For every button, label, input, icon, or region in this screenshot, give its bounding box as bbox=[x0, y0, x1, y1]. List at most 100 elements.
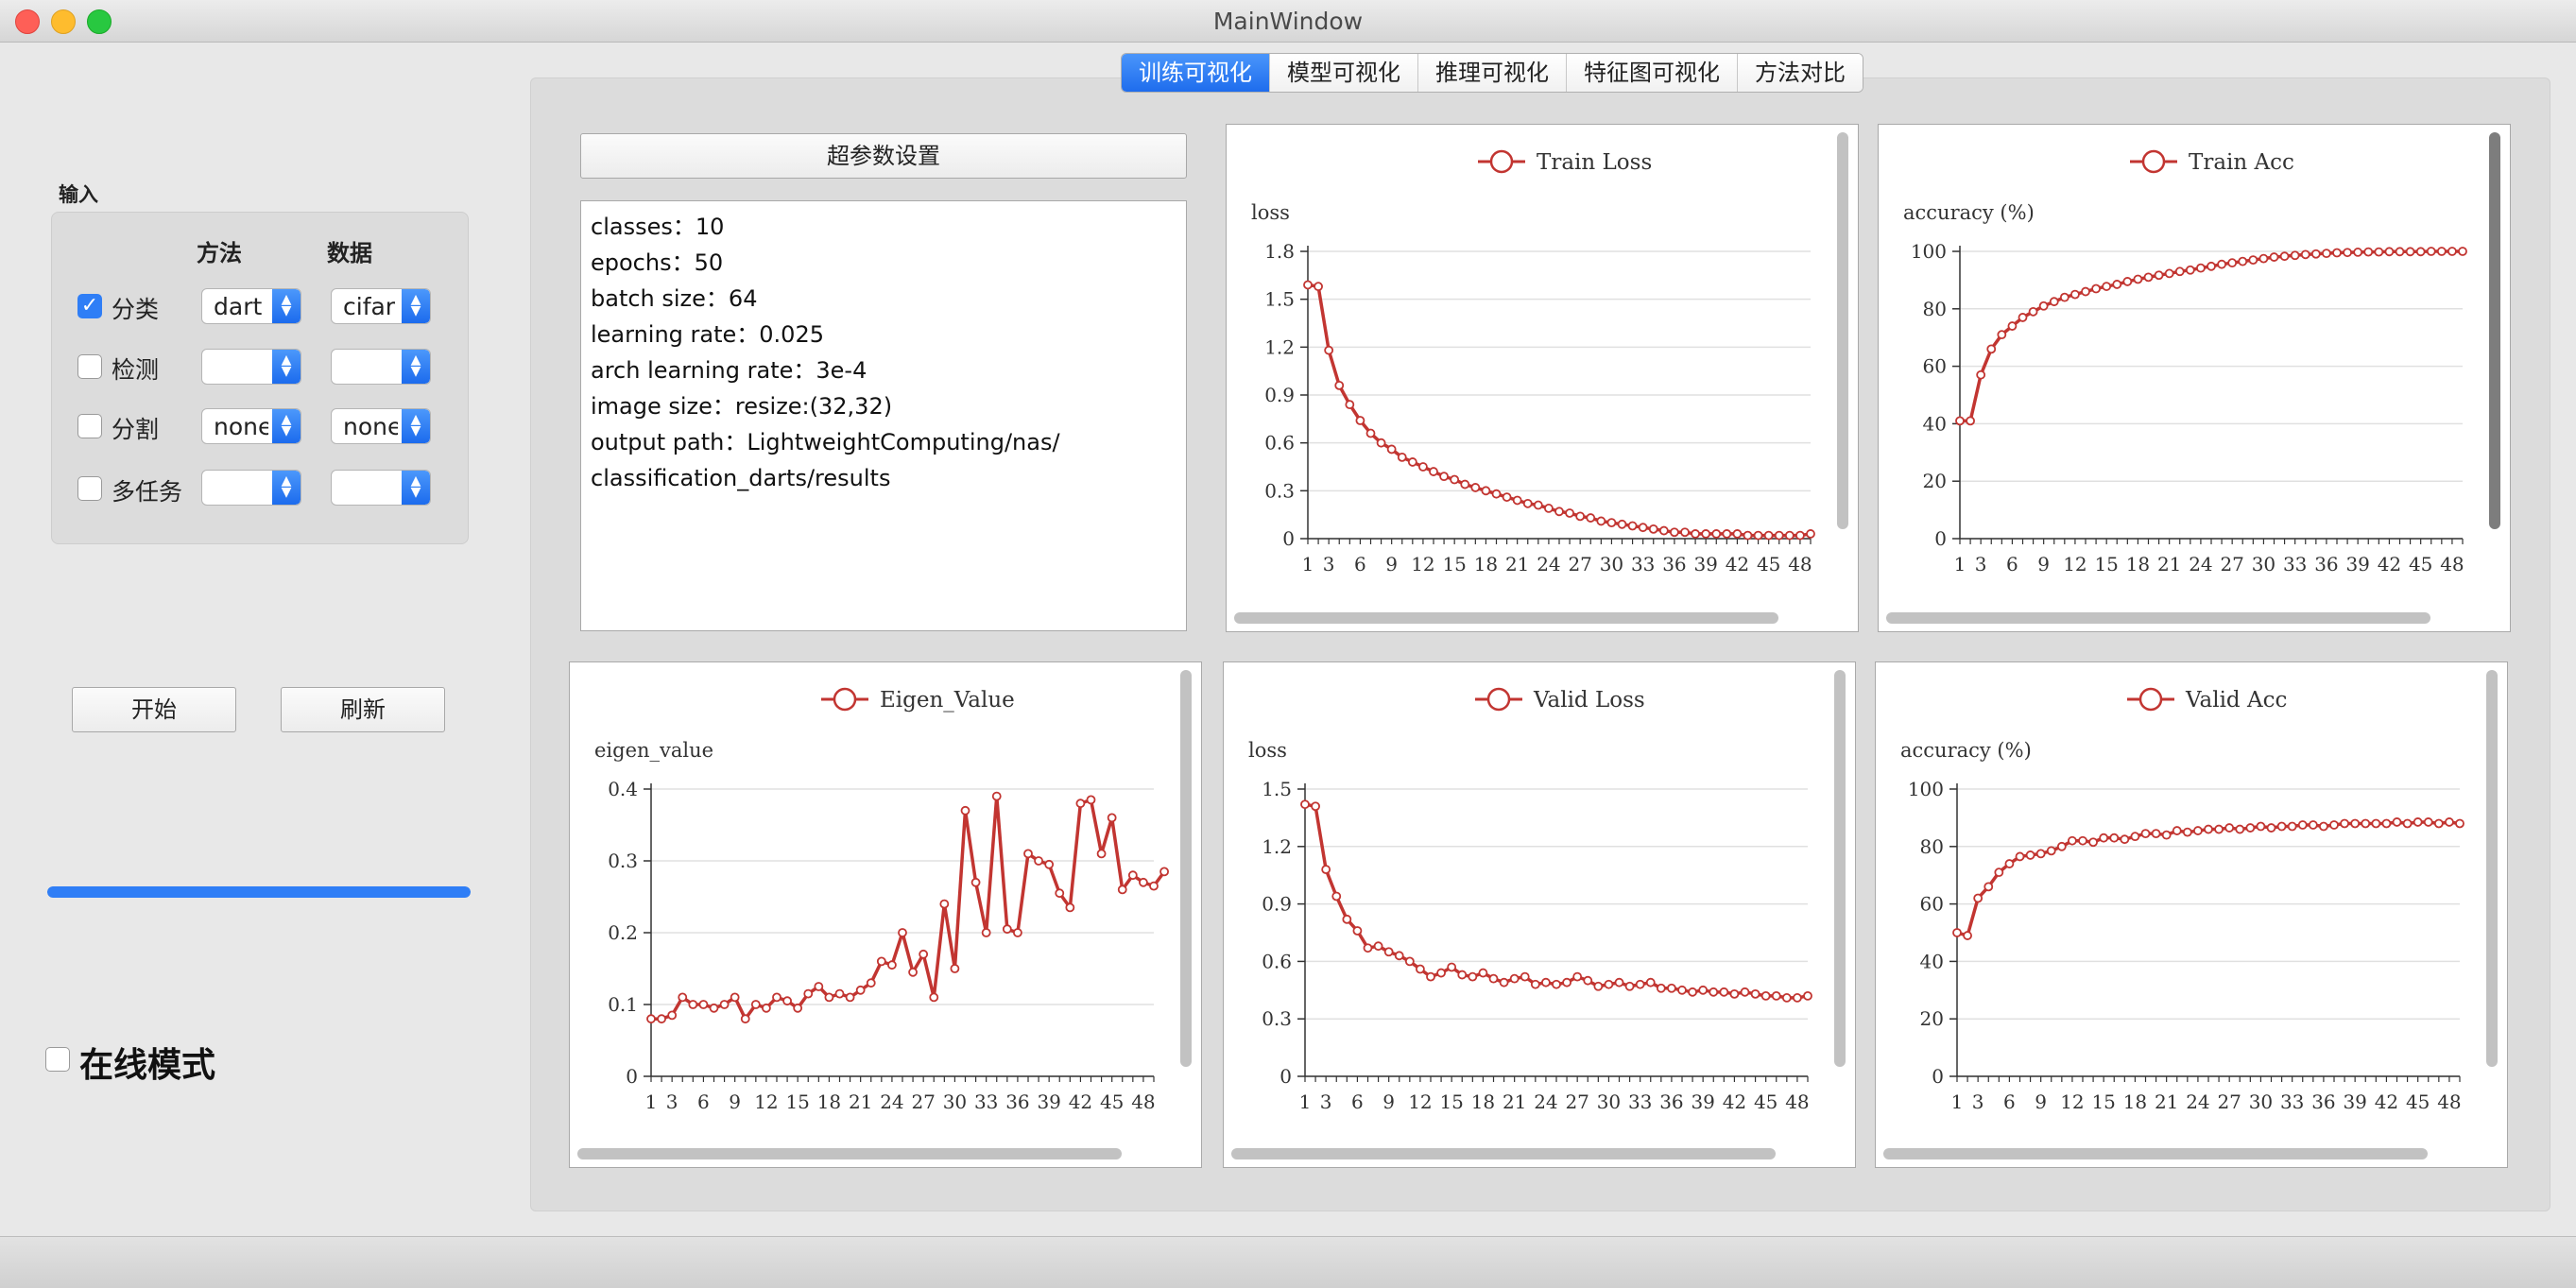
hyperparameter-settings-button[interactable]: 超参数设置 bbox=[580, 133, 1187, 179]
x-tick-label: 18 bbox=[2123, 1091, 2147, 1113]
data-point bbox=[2182, 827, 2192, 837]
detection-label: 检测 bbox=[112, 356, 160, 384]
multitask-method-select[interactable]: ▲ ▼ bbox=[201, 470, 301, 506]
data-point bbox=[1698, 985, 1709, 995]
x-tick-label: 15 bbox=[2091, 1091, 2115, 1113]
x-tick-label: 33 bbox=[2283, 553, 2307, 575]
data-point bbox=[1638, 523, 1648, 533]
data-point bbox=[2122, 277, 2133, 286]
param-line: output path：LightweightComputing/nas/ bbox=[591, 429, 1060, 455]
close-window-button[interactable] bbox=[15, 9, 40, 34]
detection-checkbox[interactable] bbox=[77, 354, 102, 379]
vertical-scrollbar[interactable] bbox=[2489, 132, 2500, 529]
online-mode-checkbox[interactable] bbox=[45, 1047, 70, 1072]
data-point bbox=[2361, 818, 2371, 829]
horizontal-scrollbar[interactable] bbox=[1234, 612, 1778, 624]
detection-method-select[interactable]: ▲ ▼ bbox=[201, 349, 301, 385]
classification-data-select[interactable]: cifar ▲ ▼ bbox=[331, 288, 431, 324]
horizontal-scrollbar[interactable] bbox=[1883, 1148, 2428, 1159]
tab-method-comparison[interactable]: 方法对比 bbox=[1738, 54, 1863, 92]
segmentation-method-value: none bbox=[214, 413, 268, 440]
minimize-window-button[interactable] bbox=[51, 9, 76, 34]
classification-checkbox[interactable]: ✓ bbox=[77, 294, 102, 318]
refresh-button[interactable]: 刷新 bbox=[281, 687, 445, 732]
vertical-scrollbar[interactable] bbox=[2486, 670, 2498, 1067]
y-tick-label: 0 bbox=[1934, 527, 1947, 550]
data-point bbox=[2322, 249, 2331, 259]
x-tick-label: 9 bbox=[2037, 553, 2050, 575]
data-point bbox=[1732, 529, 1743, 539]
data-point bbox=[2423, 817, 2433, 827]
x-tick-label: 12 bbox=[2063, 553, 2087, 575]
x-tick-label: 15 bbox=[1442, 553, 1466, 575]
data-point bbox=[1457, 970, 1468, 980]
data-point bbox=[1753, 530, 1763, 541]
data-point bbox=[1624, 981, 1635, 991]
data-point bbox=[1645, 977, 1656, 987]
segmentation-checkbox[interactable] bbox=[77, 414, 102, 438]
horizontal-scrollbar[interactable] bbox=[1886, 612, 2430, 624]
x-tick-label: 15 bbox=[785, 1091, 809, 1113]
data-point bbox=[1107, 813, 1117, 823]
y-axis-label: accuracy (%) bbox=[1900, 739, 2032, 762]
x-tick-label: 6 bbox=[2003, 1091, 2016, 1113]
multitask-data-select[interactable]: ▲ ▼ bbox=[331, 470, 431, 506]
segmentation-method-select[interactable]: none ▲ ▼ bbox=[201, 408, 301, 444]
tab-feature-map-visualization[interactable]: 特征图可视化 bbox=[1567, 54, 1738, 92]
data-point bbox=[876, 956, 886, 967]
x-tick-label: 45 bbox=[1754, 1091, 1777, 1113]
data-point bbox=[1648, 524, 1658, 534]
legend-marker bbox=[1489, 149, 1514, 174]
data-point bbox=[2392, 817, 2402, 827]
data-point bbox=[991, 791, 1002, 801]
y-axis-label: loss bbox=[1251, 201, 1290, 224]
x-tick-label: 27 bbox=[2217, 1091, 2241, 1113]
horizontal-scrollbar[interactable] bbox=[1231, 1148, 1776, 1159]
data-point bbox=[1470, 483, 1481, 492]
data-point bbox=[2088, 837, 2098, 848]
data-point bbox=[1321, 865, 1331, 875]
vertical-scrollbar[interactable] bbox=[1834, 670, 1846, 1067]
valid-acc-chart: Valid Acc accuracy (%) 0 20 40 60 80 100 1 3 6 9 12 1… bbox=[1875, 661, 2508, 1168]
classification-method-select[interactable]: dart ▲ ▼ bbox=[201, 288, 301, 324]
data-point bbox=[1955, 416, 1965, 426]
x-tick-label: 3 bbox=[1972, 1091, 1984, 1113]
data-point bbox=[2415, 247, 2426, 257]
horizontal-scrollbar[interactable] bbox=[577, 1148, 1122, 1159]
data-point bbox=[1760, 990, 1771, 1001]
data-point bbox=[1065, 902, 1075, 913]
data-point bbox=[1447, 962, 1457, 972]
data-point bbox=[1352, 926, 1363, 936]
data-point bbox=[2007, 321, 2018, 331]
x-tick-label: 21 bbox=[1503, 1091, 1526, 1113]
param-line: arch learning rate：3e-4 bbox=[591, 357, 867, 384]
data-point bbox=[1701, 529, 1711, 539]
x-tick-label: 36 bbox=[2311, 1091, 2335, 1113]
multitask-checkbox[interactable] bbox=[77, 476, 102, 501]
vertical-scrollbar[interactable] bbox=[1180, 670, 1192, 1067]
valid-loss-chart: Valid Loss loss 0 0.3 0.6 0.9 1.2 1.5 1 3 6 9 12 15 18… bbox=[1223, 661, 1856, 1168]
tab-model-visualization[interactable]: 模型可视化 bbox=[1270, 54, 1418, 92]
data-point bbox=[2151, 829, 2161, 839]
start-button[interactable]: 开始 bbox=[72, 687, 236, 732]
y-tick-label: 60 bbox=[1923, 355, 1947, 378]
y-tick-label: 0.1 bbox=[608, 993, 638, 1016]
x-tick-label: 36 bbox=[1662, 553, 1686, 575]
data-point bbox=[1973, 893, 1984, 903]
data-point bbox=[2130, 832, 2140, 842]
data-point bbox=[1159, 867, 1169, 877]
hyperparameter-text-area[interactable]: classes：10 epochs：50 batch size：64 learn… bbox=[580, 200, 1187, 631]
detection-data-select[interactable]: ▲ ▼ bbox=[331, 349, 431, 385]
zoom-window-button[interactable] bbox=[87, 9, 112, 34]
x-tick-label: 36 bbox=[1005, 1091, 1029, 1113]
vertical-scrollbar[interactable] bbox=[1837, 132, 1848, 529]
data-point bbox=[1394, 951, 1404, 961]
data-point bbox=[2227, 258, 2238, 268]
tab-inference-visualization[interactable]: 推理可视化 bbox=[1418, 54, 1567, 92]
segmentation-data-value: none bbox=[343, 413, 398, 440]
x-tick-label: 3 bbox=[1320, 1091, 1332, 1113]
segmentation-data-select[interactable]: none ▲ ▼ bbox=[331, 408, 431, 444]
tab-training-visualization[interactable]: 训练可视化 bbox=[1122, 54, 1270, 92]
y-tick-label: 60 bbox=[1920, 893, 1944, 916]
train-acc-chart: Train Acc accuracy (%) 0 20 40 60 80 100 1 3 6 9 12 1… bbox=[1878, 124, 2511, 632]
